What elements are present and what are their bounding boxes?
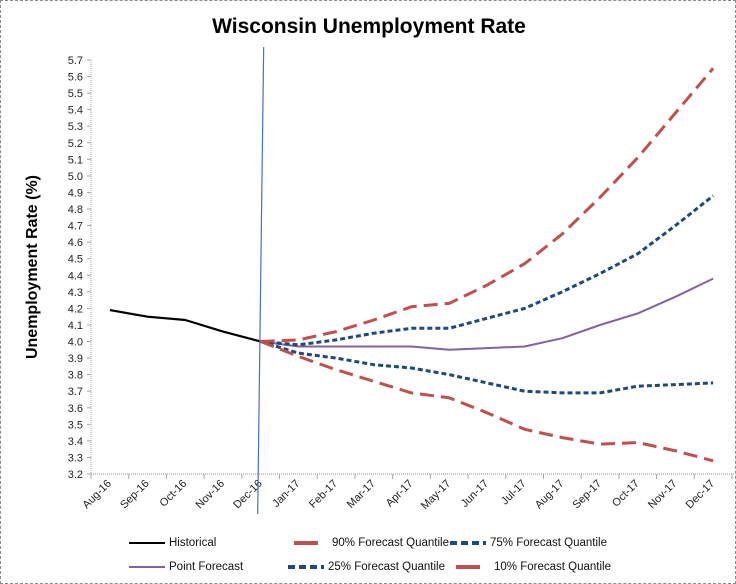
x-tick-label: Sep-16 xyxy=(118,478,152,512)
x-tick-label: Dec-16 xyxy=(231,478,265,512)
y-tick-label: 4.1 xyxy=(68,320,83,332)
y-tick-label: 5.2 xyxy=(68,138,83,150)
y-tick-label: 4.0 xyxy=(68,337,83,349)
y-tick-label: 5.1 xyxy=(68,154,83,166)
legend-label: 10% Forecast Quantile xyxy=(494,561,611,573)
legend-item-point: Point Forecast xyxy=(129,561,243,573)
legend-label: Historical xyxy=(169,537,217,549)
x-tick-label: Dec-17 xyxy=(684,478,718,512)
x-tick-label: Aug-16 xyxy=(80,478,114,512)
y-tick-label: 4.3 xyxy=(68,287,83,299)
x-tick-label: Jun-17 xyxy=(459,478,491,510)
x-tick-label: Jan-17 xyxy=(270,478,302,510)
legend-swatch-90 xyxy=(294,541,318,545)
y-tick-label: 4.8 xyxy=(68,204,83,216)
series-line-10-forecast-quantile xyxy=(260,340,714,463)
legend-item-25: 25% Forecast Quantile xyxy=(288,561,445,573)
x-tick-label: Oct-16 xyxy=(158,478,190,510)
legend-label: Point Forecast xyxy=(169,561,244,573)
marker-layer xyxy=(257,46,265,515)
x-tick-label: Feb-17 xyxy=(307,478,340,511)
series-line-point-forecast xyxy=(260,277,714,351)
series-layer xyxy=(109,67,715,463)
x-tick-label: Nov-17 xyxy=(646,478,680,512)
series-line-historical xyxy=(109,309,261,343)
x-tick-label: Oct-17 xyxy=(610,478,642,510)
series-line-75-forecast-quantile xyxy=(260,194,715,347)
legend-label: 90% Forecast Quantile xyxy=(332,537,449,549)
forecast-start-marker xyxy=(257,46,265,515)
series-line-90-forecast-quantile xyxy=(260,67,715,343)
chart-title: Wisconsin Unemployment Rate xyxy=(212,15,526,38)
y-tick-label: 5.6 xyxy=(68,72,83,84)
x-tick-label: Sep-17 xyxy=(571,478,605,512)
x-tick-label: Apr-17 xyxy=(384,478,416,510)
legend-swatch-point xyxy=(129,565,165,569)
y-tick-label: 4.5 xyxy=(68,254,83,266)
y-tick-label: 3.2 xyxy=(68,469,83,481)
y-tick-label: 4.4 xyxy=(68,270,83,282)
y-tick-label: 5.7 xyxy=(68,55,83,67)
y-tick-label: 5.5 xyxy=(68,88,83,100)
x-tick-label: Aug-17 xyxy=(533,478,567,512)
y-tick-label: 3.6 xyxy=(68,403,83,415)
y-tick-label: 4.7 xyxy=(68,221,83,233)
y-tick-label: 3.4 xyxy=(68,436,83,448)
legend-swatch-historical xyxy=(129,541,165,545)
x-tick-label: Mar-17 xyxy=(345,478,378,511)
legend-item-historical: Historical xyxy=(129,537,216,549)
legend-item-90: 90% Forecast Quantile xyxy=(288,537,449,549)
legend-label: 25% Forecast Quantile xyxy=(328,561,445,573)
legend-item-10: 10% Forecast Quantile xyxy=(450,561,611,573)
legend: Historical 90% Forecast Quantile 75% For… xyxy=(1,531,735,581)
y-tick-label: 3.3 xyxy=(68,452,83,464)
x-tick-label: May-17 xyxy=(419,478,453,512)
legend-label: 75% Forecast Quantile xyxy=(490,537,607,549)
x-tick-label: Jul-17 xyxy=(499,478,529,508)
y-tick-label: 3.8 xyxy=(68,370,83,382)
y-tick-label: 3.7 xyxy=(68,386,83,398)
y-tick-label: 4.9 xyxy=(68,187,83,199)
y-tick-label: 3.9 xyxy=(68,353,83,365)
legend-swatch-10 xyxy=(456,565,480,569)
y-tick-label: 5.0 xyxy=(68,171,83,183)
legend-swatch-75 xyxy=(450,541,486,545)
y-tick-label: 5.3 xyxy=(68,121,83,133)
x-tick-label: Nov-16 xyxy=(194,478,228,512)
y-tick-label: 4.6 xyxy=(68,237,83,249)
legend-swatch-25 xyxy=(288,565,324,569)
y-tick-label: 3.5 xyxy=(68,419,83,431)
legend-item-75: 75% Forecast Quantile xyxy=(450,537,607,549)
y-tick-label: 5.4 xyxy=(68,105,83,117)
y-tick-label: 4.2 xyxy=(68,303,83,315)
